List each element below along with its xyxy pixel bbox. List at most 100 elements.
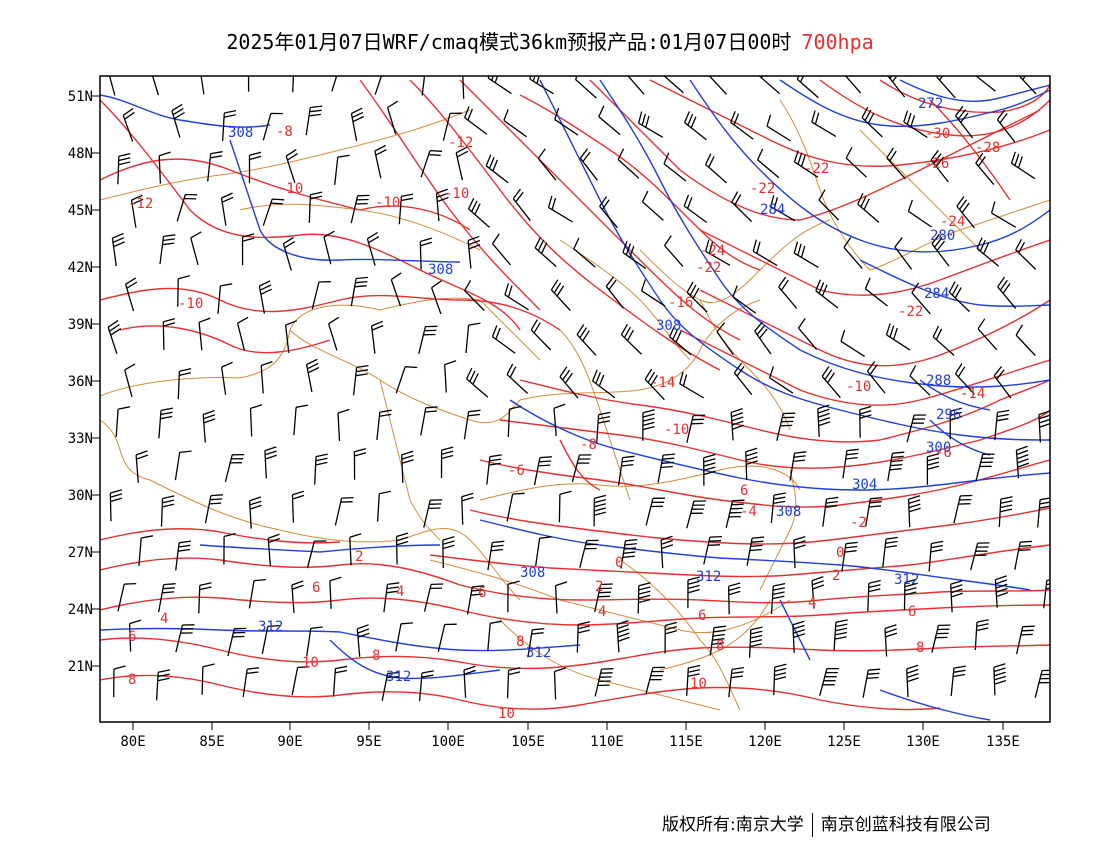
height-label: 288 xyxy=(926,373,951,389)
wind-barb xyxy=(705,153,728,184)
wind-barb xyxy=(418,670,434,701)
temp-label: 10 xyxy=(498,706,515,722)
temp-label: 2 xyxy=(355,549,363,565)
wind-barb xyxy=(395,622,413,652)
copyright-owner: 版权所有:南京大学 xyxy=(662,815,804,835)
wind-barb xyxy=(882,536,898,568)
wind-barb xyxy=(686,500,706,529)
wind-barb xyxy=(815,279,839,309)
wind-barb xyxy=(994,575,1009,608)
wind-barb xyxy=(534,236,557,267)
wind-barb xyxy=(683,194,708,224)
wind-barb xyxy=(663,152,687,182)
wind-barb xyxy=(793,241,819,268)
wind-barb xyxy=(594,583,613,613)
wind-barb xyxy=(844,76,862,94)
wind-barb xyxy=(773,663,787,696)
wind-barb xyxy=(284,320,298,353)
wind-barb xyxy=(420,406,438,436)
wind-barb xyxy=(845,147,867,178)
wind-barb xyxy=(593,494,607,527)
wind-barb xyxy=(1015,238,1037,270)
wind-barb xyxy=(440,446,454,479)
wind-barb xyxy=(970,542,990,571)
wind-barb xyxy=(350,194,370,224)
lon-tick-label: 85E xyxy=(199,734,224,750)
wind-barb xyxy=(201,663,215,695)
wind-barb xyxy=(293,404,309,436)
temp-label: -22 xyxy=(696,260,721,276)
wind-barb xyxy=(793,535,806,569)
temp-label: 6 xyxy=(740,483,748,499)
wind-barb xyxy=(262,112,283,141)
wind-barb xyxy=(554,581,568,614)
wind-barb xyxy=(158,151,171,184)
wind-barb xyxy=(885,323,911,351)
wind-barb xyxy=(491,233,512,266)
wind-barb xyxy=(974,619,989,651)
wind-barb xyxy=(198,582,212,614)
wind-barb xyxy=(864,277,888,307)
wind-barb xyxy=(370,320,384,354)
wind-barb xyxy=(390,272,402,307)
wind-barb xyxy=(574,76,597,99)
wind-barb xyxy=(1037,497,1050,528)
wind-barb xyxy=(176,193,198,222)
wind-barb xyxy=(306,540,327,569)
wind-barb xyxy=(419,237,433,270)
wind-barb xyxy=(174,450,192,481)
lon-tick-label: 120E xyxy=(748,734,782,750)
wind-barb xyxy=(950,665,966,697)
wind-barb xyxy=(198,317,211,351)
wind-barb xyxy=(248,578,266,609)
wind-barb xyxy=(819,667,839,696)
height-label: 312 xyxy=(696,569,721,585)
wind-barb xyxy=(267,533,281,567)
wind-barb xyxy=(248,151,262,184)
wind-barb xyxy=(1015,324,1036,356)
wind-barb xyxy=(994,409,1010,441)
height-label: 296 xyxy=(936,407,961,423)
wind-barb xyxy=(506,363,529,394)
wind-barb xyxy=(171,103,185,138)
wind-barb xyxy=(818,189,840,221)
lat-tick-label: 21N xyxy=(68,659,93,675)
temp-label: 4 xyxy=(598,604,606,620)
temp-label: 8 xyxy=(372,648,380,664)
wind-barb xyxy=(1014,540,1033,570)
wind-barb xyxy=(976,237,1000,267)
wind-barb xyxy=(376,490,392,522)
wind-barb xyxy=(535,536,552,567)
wind-barb xyxy=(703,535,722,565)
wind-barb xyxy=(467,235,481,269)
wind-barb xyxy=(911,282,931,315)
wind-barbs xyxy=(107,76,1050,702)
wind-barb xyxy=(217,283,233,314)
wind-barb xyxy=(487,620,503,652)
wind-barb xyxy=(975,453,995,482)
wind-barb xyxy=(954,363,975,395)
wind-barb xyxy=(990,201,1017,228)
wind-barb xyxy=(282,236,296,271)
political-borders xyxy=(100,99,1050,711)
wind-barb xyxy=(113,665,126,698)
temp-label: 6 xyxy=(478,585,486,601)
wind-barb xyxy=(356,624,370,657)
wind-barb xyxy=(709,625,726,656)
wind-barb xyxy=(128,619,142,652)
wind-barb xyxy=(842,448,859,479)
wind-barb xyxy=(1015,445,1030,479)
temp-label: -8 xyxy=(276,124,293,140)
wind-barb xyxy=(716,322,734,355)
height-label: 308 xyxy=(656,318,681,334)
wind-barb xyxy=(547,195,573,223)
temp-label: -14 xyxy=(960,386,985,402)
axis-ticks xyxy=(92,95,1004,730)
wind-barb xyxy=(485,154,509,184)
temp-label: -26 xyxy=(924,156,949,172)
wind-barb xyxy=(305,105,323,136)
wind-barb xyxy=(684,111,707,141)
temp-label: 6 xyxy=(128,629,136,645)
wind-barb xyxy=(998,496,1013,528)
